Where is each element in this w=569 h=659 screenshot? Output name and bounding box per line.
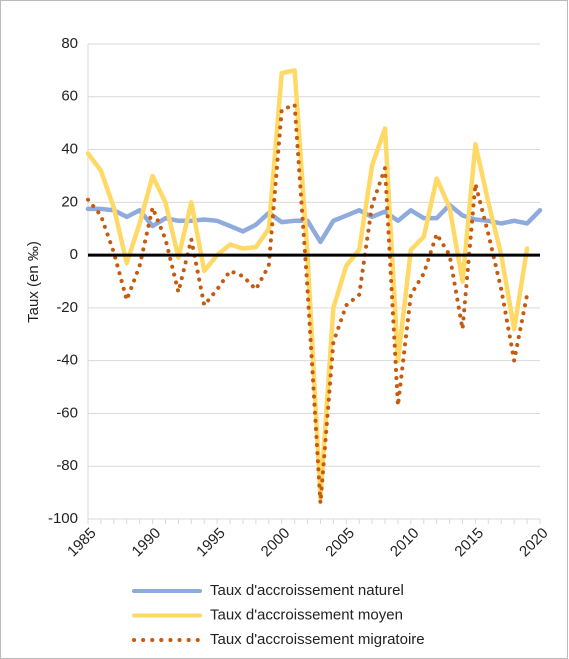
y-tick-label: -100 <box>48 510 78 527</box>
y-tick-label: -80 <box>56 457 78 474</box>
y-tick-label: 40 <box>61 141 78 158</box>
y-tick-label: 60 <box>61 88 78 105</box>
y-tick-label: 20 <box>61 193 78 210</box>
y-tick-label: -60 <box>56 404 78 421</box>
y-tick-label: 0 <box>70 246 78 263</box>
legend-label: Taux d'accroissement moyen <box>210 606 403 623</box>
y-tick-label: 80 <box>61 35 78 52</box>
y-tick-label: -40 <box>56 352 78 369</box>
series-line <box>86 102 530 506</box>
y-axis-label: Taux (en ‰) <box>25 241 42 323</box>
series-line <box>85 202 543 245</box>
legend-label: Taux d'accroissement naturel <box>210 582 404 599</box>
y-tick-label: -20 <box>56 299 78 316</box>
legend-label: Taux d'accroissement migratoire <box>210 631 425 648</box>
